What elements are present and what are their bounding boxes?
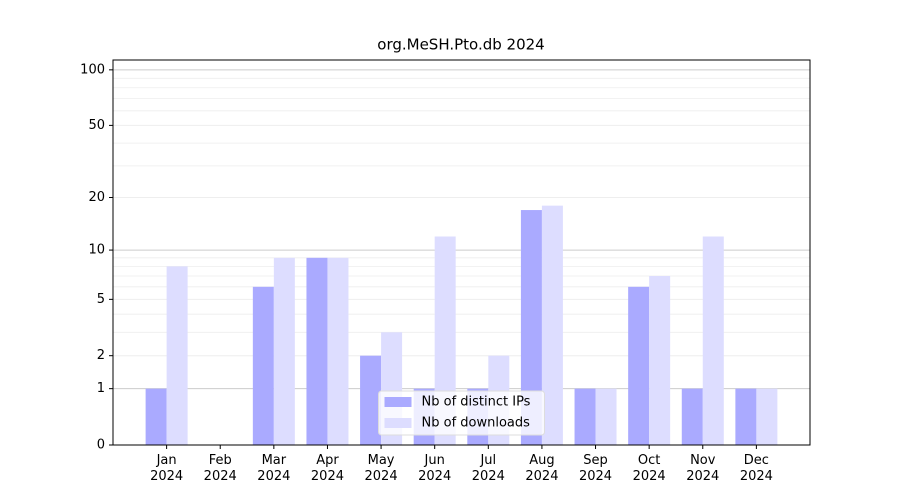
bar — [273, 257, 295, 445]
legend-swatch — [384, 397, 412, 407]
chart-title: org.MeSH.Pto.db 2024 — [377, 36, 544, 54]
bar — [360, 355, 382, 445]
legend: Nb of distinct IPs Nb of downloads — [378, 390, 545, 436]
y-tick-label: 0 — [97, 438, 105, 453]
legend-label: Nb of distinct IPs — [422, 395, 531, 410]
x-tick-label: Jun 2024 — [418, 453, 452, 484]
y-tick-label: 2 — [97, 348, 105, 363]
bar — [756, 388, 778, 445]
x-tick-label: Dec 2024 — [739, 453, 773, 484]
bar — [166, 266, 188, 445]
plot-frame — [112, 59, 811, 446]
bar — [649, 275, 671, 445]
bar — [541, 205, 563, 445]
bar — [702, 236, 724, 445]
legend-label: Nb of downloads — [422, 416, 531, 431]
bar — [595, 388, 617, 445]
y-tick-label: 20 — [88, 190, 105, 205]
x-tick-label: May 2024 — [364, 453, 398, 484]
y-tick-label: 100 — [80, 62, 105, 77]
bar — [628, 286, 650, 445]
y-tick-label: 5 — [97, 292, 105, 307]
x-tick-label: Feb 2024 — [203, 453, 237, 484]
bar — [306, 257, 328, 445]
bar — [145, 388, 167, 445]
bar — [735, 388, 757, 445]
bar — [520, 210, 542, 445]
x-tick-label: Nov 2024 — [686, 453, 720, 484]
bar — [327, 257, 349, 445]
bar — [252, 286, 274, 445]
x-tick-label: Mar 2024 — [257, 453, 291, 484]
y-tick-label: 10 — [88, 243, 105, 258]
x-tick-label: Aug 2024 — [525, 453, 559, 484]
bar — [574, 388, 596, 445]
y-tick-label: 50 — [88, 118, 105, 133]
x-tick-label: Sep 2024 — [578, 453, 613, 484]
legend-box — [378, 390, 545, 436]
x-tick-label: Jan 2024 — [150, 453, 184, 484]
bar — [681, 388, 703, 445]
x-tick-label: Jul 2024 — [471, 453, 505, 484]
x-tick-label: Apr 2024 — [310, 453, 344, 484]
y-tick-label: 1 — [97, 381, 105, 396]
legend-swatch — [384, 418, 412, 428]
x-tick-label: Oct 2024 — [632, 453, 666, 484]
